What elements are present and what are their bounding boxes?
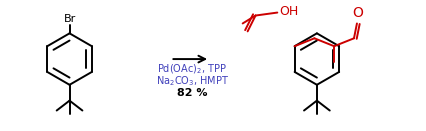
Text: O: O — [352, 6, 363, 20]
Text: Pd(OAc)$_2$, TPP: Pd(OAc)$_2$, TPP — [157, 62, 227, 76]
Text: OH: OH — [279, 5, 298, 18]
Text: Br: Br — [63, 14, 75, 24]
Text: 82 %: 82 % — [176, 88, 207, 98]
Text: Na$_2$CO$_3$, HMPT: Na$_2$CO$_3$, HMPT — [155, 74, 228, 88]
